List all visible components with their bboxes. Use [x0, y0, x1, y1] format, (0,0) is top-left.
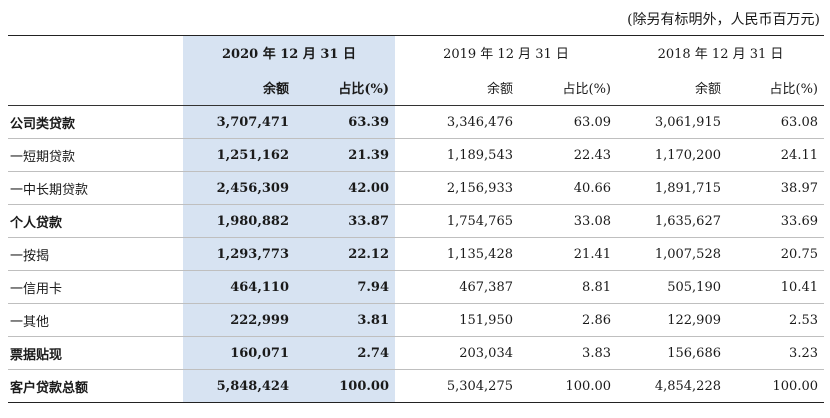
- ratio-2018-cell: 10.41: [780, 279, 818, 295]
- amount-2019-cell: 1,189,543: [446, 147, 513, 163]
- amount-2018-cell: 1,170,200: [654, 147, 721, 163]
- ratio-2020-cell: 22.12: [295, 237, 395, 271]
- amount-2020-cell: 464,110: [183, 270, 295, 304]
- amount-header-2019: 余额: [486, 81, 513, 97]
- table-row: 一信用卡 464,110 7.94 467,387 8.81 505,190 10.41: [8, 270, 824, 304]
- amount-2019-cell: 5,304,275: [446, 378, 513, 394]
- ratio-2020-cell: 100.00: [295, 369, 395, 403]
- ratio-2020-cell: 21.39: [295, 138, 395, 172]
- ratio-2020-cell: 3.81: [295, 303, 395, 337]
- amount-2020-cell: 222,999: [183, 303, 295, 337]
- ratio-2020-cell: 42.00: [295, 171, 395, 205]
- year-header-2020: 2020 年 12 月 31 日: [183, 35, 395, 70]
- ratio-2019-cell: 63.09: [573, 114, 611, 130]
- row-label: 一中长期贷款: [10, 182, 89, 198]
- loan-table: 2020 年 12 月 31 日 2019 年 12 月 31 日 2018 年…: [8, 35, 824, 403]
- row-label: 一按揭: [10, 248, 50, 264]
- ratio-header-2020: 占比(%): [295, 69, 395, 106]
- amount-2018-cell: 3,061,915: [654, 114, 721, 130]
- row-label: 客户贷款总额: [10, 380, 89, 396]
- header-blank-cell: [8, 70, 183, 106]
- table-row: 客户贷款总额 5,848,424 100.00 5,304,275 100.00 4,85…: [8, 369, 824, 403]
- table-row: 票据贴现 160,071 2.74 203,034 3.83 156,686 3.23: [8, 336, 824, 370]
- ratio-2018-cell: 100.00: [772, 378, 819, 394]
- amount-2020-cell: 2,456,309: [183, 171, 295, 205]
- amount-2019-cell: 2,156,933: [446, 180, 513, 196]
- column-header-row: 余额 占比(%) 余额 占比(%) 余额 占比(%): [8, 69, 824, 106]
- ratio-2020-cell: 2.74: [295, 336, 395, 370]
- table-row: 一短期贷款 1,251,162 21.39 1,189,543 22.43 1,170,2…: [8, 138, 824, 172]
- year-header-2018: 2018 年 12 月 31 日: [657, 47, 784, 63]
- table-row: 个人贷款 1,980,882 33.87 1,754,765 33.08 1,635,62…: [8, 204, 824, 238]
- amount-2018-cell: 122,909: [667, 312, 721, 328]
- amount-2019-cell: 1,754,765: [446, 213, 513, 229]
- amount-2019-cell: 151,950: [459, 312, 513, 328]
- row-label: 个人贷款: [10, 215, 63, 231]
- ratio-2018-cell: 3.23: [789, 345, 818, 361]
- amount-2018-cell: 156,686: [667, 345, 721, 361]
- ratio-2018-cell: 63.08: [780, 114, 818, 130]
- amount-2020-cell: 160,071: [183, 336, 295, 370]
- ratio-2018-cell: 20.75: [780, 246, 818, 262]
- ratio-2019-cell: 33.08: [573, 213, 611, 229]
- ratio-2019-cell: 3.83: [582, 345, 611, 361]
- ratio-header-2018: 占比(%): [769, 81, 819, 97]
- amount-2019-cell: 467,387: [459, 279, 513, 295]
- ratio-2020-cell: 7.94: [295, 270, 395, 304]
- amount-2018-cell: 4,854,228: [654, 378, 721, 394]
- amount-2020-cell: 5,848,424: [183, 369, 295, 403]
- row-label: 一信用卡: [10, 281, 63, 297]
- year-header-row: 2020 年 12 月 31 日 2019 年 12 月 31 日 2018 年…: [8, 35, 824, 70]
- ratio-2018-cell: 33.69: [780, 213, 818, 229]
- ratio-2018-cell: 2.53: [789, 312, 818, 328]
- table-row: 一中长期贷款 2,456,309 42.00 2,156,933 40.66 1,891,…: [8, 171, 824, 205]
- header-blank-cell: [8, 36, 183, 70]
- amount-2020-cell: 3,707,471: [183, 105, 295, 139]
- ratio-2019-cell: 2.86: [582, 312, 611, 328]
- row-label: 一其他: [10, 314, 50, 330]
- table-body: 公司类贷款 3,707,471 63.39 3,346,476 63.09 3,061,9…: [8, 105, 824, 403]
- table-row: 一其他 222,999 3.81 151,950 2.86 122,909 2.53: [8, 303, 824, 337]
- amount-2018-cell: 505,190: [667, 279, 721, 295]
- unit-note: (除另有标明外，人民币百万元): [627, 12, 820, 28]
- ratio-2018-cell: 24.11: [780, 147, 818, 163]
- amount-2019-cell: 3,346,476: [446, 114, 513, 130]
- year-header-2019: 2019 年 12 月 31 日: [443, 47, 569, 63]
- row-label: 一短期贷款: [10, 149, 76, 165]
- amount-2019-cell: 203,034: [459, 345, 513, 361]
- ratio-2020-cell: 33.87: [295, 204, 395, 238]
- ratio-2019-cell: 100.00: [565, 378, 612, 394]
- amount-2018-cell: 1,891,715: [654, 180, 721, 196]
- row-label: 票据贴现: [10, 347, 63, 363]
- amount-2020-cell: 1,980,882: [183, 204, 295, 238]
- amount-2020-cell: 1,293,773: [183, 237, 295, 271]
- ratio-header-2019: 占比(%): [562, 81, 612, 97]
- amount-2018-cell: 1,635,627: [654, 213, 721, 229]
- ratio-2019-cell: 40.66: [573, 180, 611, 196]
- amount-header-2020: 余额: [183, 69, 295, 106]
- ratio-2019-cell: 21.41: [573, 246, 611, 262]
- amount-header-2018: 余额: [694, 81, 721, 97]
- table-row: 一按揭 1,293,773 22.12 1,135,428 21.41 1,007,528…: [8, 237, 824, 271]
- amount-2019-cell: 1,135,428: [446, 246, 513, 262]
- table-row: 公司类贷款 3,707,471 63.39 3,346,476 63.09 3,061,9…: [8, 105, 824, 139]
- amount-2020-cell: 1,251,162: [183, 138, 295, 172]
- ratio-2018-cell: 38.97: [780, 180, 818, 196]
- ratio-2019-cell: 22.43: [573, 147, 611, 163]
- ratio-2020-cell: 63.39: [295, 105, 395, 139]
- row-label: 公司类贷款: [10, 116, 76, 132]
- ratio-2019-cell: 8.81: [582, 279, 611, 295]
- amount-2018-cell: 1,007,528: [654, 246, 721, 262]
